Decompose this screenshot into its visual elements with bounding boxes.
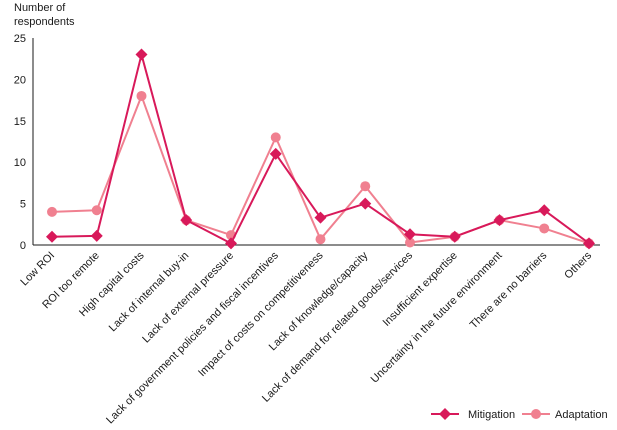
legend-item-mitigation: Mitigation	[431, 408, 515, 421]
legend-marker-adaptation	[531, 409, 541, 419]
y-tick-label: 0	[20, 240, 26, 252]
data-point-adaptation	[315, 234, 326, 245]
data-point-adaptation	[539, 223, 550, 234]
series-layer	[46, 48, 595, 250]
series-mitigation	[46, 48, 595, 250]
data-point-adaptation	[136, 90, 147, 101]
data-point-adaptation	[360, 181, 371, 192]
data-point-mitigation	[404, 228, 416, 241]
series-adaptation	[47, 90, 594, 249]
x-tick-label: Lack of internal buy-in	[107, 250, 192, 335]
data-point-mitigation	[269, 147, 282, 160]
y-tick-label: 25	[14, 33, 26, 45]
x-tick-label: Lack of external pressure	[140, 250, 236, 346]
data-point-mitigation	[90, 229, 103, 242]
y-tick-label: 15	[14, 116, 26, 128]
data-point-mitigation	[225, 237, 237, 250]
x-tick-label: Insufficient expertise	[381, 250, 460, 329]
y-axis-label-line-1: Number of	[14, 2, 66, 14]
y-tick-label: 10	[14, 157, 26, 169]
data-point-adaptation	[91, 205, 102, 216]
data-point-mitigation	[493, 214, 506, 227]
data-point-mitigation	[538, 204, 551, 217]
data-point-adaptation	[405, 237, 415, 248]
legend-item-adaptation: Adaptation	[522, 409, 608, 421]
x-tick-label: There are no barriers	[468, 249, 550, 331]
data-point-mitigation	[314, 211, 327, 224]
data-point-adaptation	[270, 132, 281, 143]
y-axis-label-line-2: respondents	[14, 16, 75, 28]
data-point-mitigation	[135, 48, 148, 61]
legend-label: Adaptation	[555, 409, 608, 421]
y-tick-label: 5	[20, 199, 26, 211]
x-tick-label: Others	[562, 249, 594, 281]
y-tick-labels: 0 5 10 15 20 25	[14, 33, 26, 252]
data-point-mitigation	[180, 214, 193, 227]
y-tick-label: 20	[14, 74, 26, 86]
x-tick-label: Low ROI	[18, 250, 57, 289]
data-point-mitigation	[448, 230, 461, 243]
data-point-mitigation	[359, 197, 372, 210]
legend-marker-mitigation	[439, 408, 451, 420]
data-point-mitigation	[583, 237, 595, 250]
data-point-adaptation	[47, 206, 57, 217]
data-point-mitigation	[46, 230, 58, 243]
x-tick-label: Lack of government policies and fiscal i…	[104, 249, 281, 426]
legend: Mitigation Adaptation	[431, 408, 608, 421]
legend-label: Mitigation	[468, 409, 515, 421]
